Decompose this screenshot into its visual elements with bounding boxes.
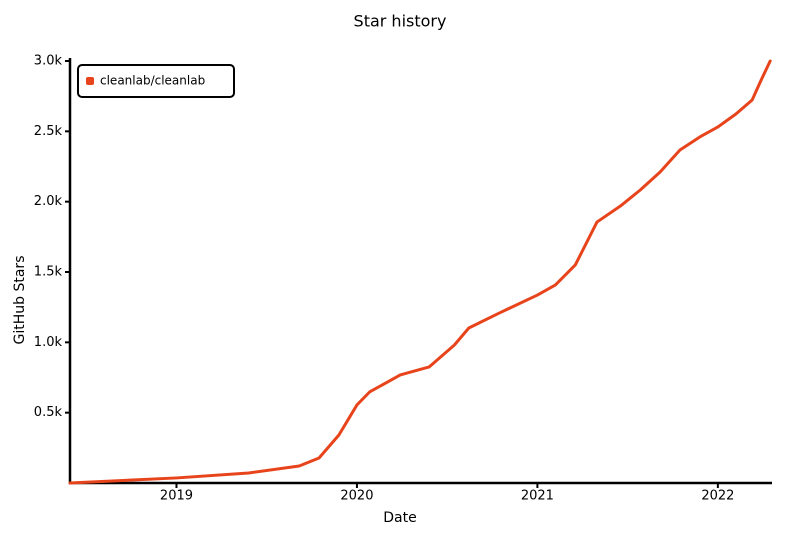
x-tick-label: 2022	[701, 489, 734, 504]
line	[68, 59, 772, 485]
legend-swatch	[86, 77, 94, 85]
legend-label: cleanlab/cleanlab	[100, 74, 205, 88]
legend: cleanlab/cleanlab	[77, 64, 235, 98]
y-tick-label: 1.0k	[34, 335, 63, 350]
chart-title: Star history	[354, 12, 447, 31]
x-tick-label: 2019	[160, 489, 193, 504]
y-axis-label: GitHub Stars	[12, 256, 28, 345]
y-tick-label: 0.5k	[34, 405, 63, 420]
x-tick-label: 2020	[340, 489, 373, 504]
legend-box	[77, 64, 235, 98]
y-tick-label: 2.0k	[34, 194, 63, 209]
y-tick-label: 1.5k	[34, 265, 63, 280]
x-axis-label: Date	[383, 510, 416, 526]
y-tick-label: 2.5k	[34, 124, 63, 139]
y-tick-label: 3.0k	[34, 54, 63, 69]
x-tick-label: 2021	[521, 489, 554, 504]
